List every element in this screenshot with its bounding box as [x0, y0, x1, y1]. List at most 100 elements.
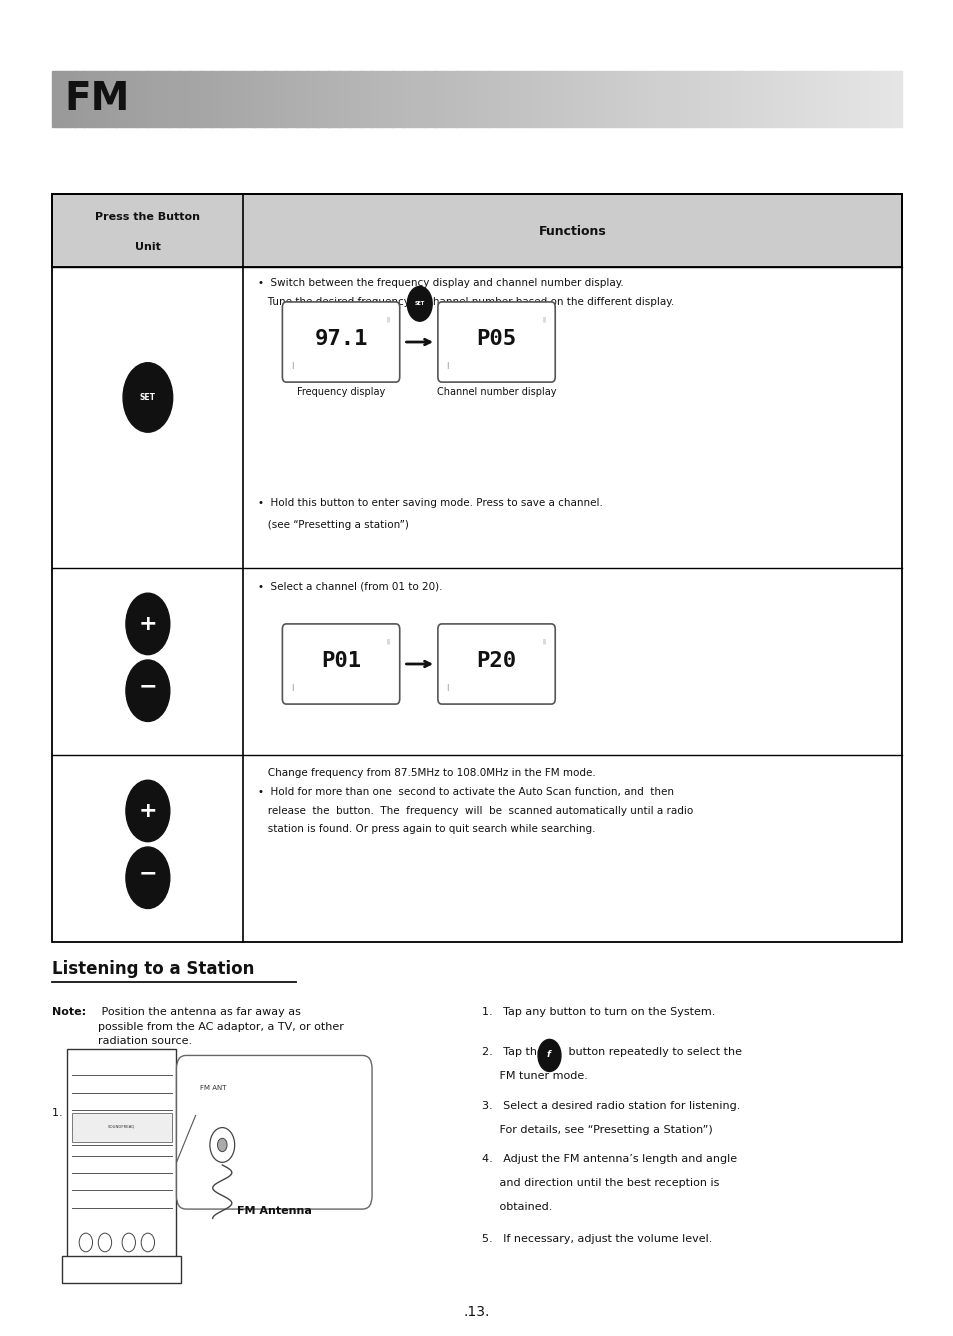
Bar — [487, 71, 498, 127]
Bar — [243, 71, 254, 127]
FancyBboxPatch shape — [282, 302, 399, 382]
Bar — [317, 71, 329, 127]
Bar — [73, 71, 85, 127]
FancyBboxPatch shape — [176, 1055, 372, 1209]
Text: P20: P20 — [476, 652, 517, 671]
Text: FM.ANT: FM.ANT — [73, 1132, 122, 1141]
Bar — [805, 71, 817, 127]
Text: station is found. Or press again to quit search while searching.: station is found. Or press again to quit… — [257, 824, 595, 834]
Bar — [752, 71, 763, 127]
Bar — [762, 71, 774, 127]
Bar — [890, 71, 902, 127]
Bar — [116, 71, 128, 127]
Bar — [625, 71, 637, 127]
Bar — [201, 71, 213, 127]
Text: ||: || — [386, 317, 390, 322]
Text: |: | — [446, 684, 448, 691]
Text: .13.: .13. — [463, 1305, 490, 1319]
Circle shape — [126, 593, 170, 655]
Text: +: + — [138, 615, 157, 633]
Bar — [222, 71, 233, 127]
Bar — [137, 71, 149, 127]
Text: Functions: Functions — [537, 226, 606, 238]
Circle shape — [537, 1039, 560, 1071]
Bar — [286, 71, 297, 127]
Bar — [349, 71, 361, 127]
Text: f: f — [546, 1050, 550, 1058]
Bar — [847, 71, 860, 127]
Bar — [880, 71, 891, 127]
Bar — [423, 71, 435, 127]
Bar — [604, 71, 616, 127]
Bar — [62, 1256, 181, 1283]
Text: •  Select a channel (from 01 to 20).: • Select a channel (from 01 to 20). — [257, 581, 441, 591]
Text: 1.  Plug the supplied FM antenna into the: 1. Plug the supplied FM antenna into the — [52, 1108, 282, 1117]
Bar — [435, 71, 446, 127]
Text: ||: || — [541, 639, 545, 644]
Text: |: | — [291, 684, 293, 691]
Text: 1.   Tap any button to turn on the System.: 1. Tap any button to turn on the System. — [481, 1007, 715, 1017]
Bar — [52, 194, 901, 942]
Circle shape — [210, 1128, 234, 1162]
Bar — [741, 71, 753, 127]
Bar — [869, 71, 881, 127]
Bar — [593, 71, 605, 127]
Text: 97.1: 97.1 — [314, 330, 368, 349]
FancyBboxPatch shape — [282, 624, 399, 704]
Bar — [720, 71, 732, 127]
Text: Channel number display: Channel number display — [436, 387, 556, 397]
Bar — [710, 71, 721, 127]
Bar — [858, 71, 870, 127]
Circle shape — [217, 1138, 227, 1152]
Bar — [148, 71, 159, 127]
Text: P05: P05 — [476, 330, 517, 349]
Bar — [784, 71, 796, 127]
Text: P01: P01 — [320, 652, 361, 671]
Bar — [561, 71, 573, 127]
Circle shape — [79, 1233, 92, 1252]
Bar — [392, 71, 403, 127]
Text: Tune the desired frequency or channel number based on the different display.: Tune the desired frequency or channel nu… — [257, 297, 673, 306]
Text: SOUNDFREAQ: SOUNDFREAQ — [108, 1125, 135, 1128]
Bar — [94, 71, 107, 127]
Text: −: − — [138, 677, 157, 696]
Bar — [551, 71, 562, 127]
Text: FM ANT: FM ANT — [200, 1085, 227, 1090]
Bar — [127, 71, 138, 127]
Bar — [307, 71, 318, 127]
Circle shape — [407, 286, 432, 321]
Bar — [371, 71, 382, 127]
Circle shape — [126, 780, 170, 842]
Bar — [466, 71, 477, 127]
Bar — [52, 194, 901, 267]
Text: •  Switch between the frequency display and channel number display.: • Switch between the frequency display a… — [257, 278, 622, 287]
Circle shape — [98, 1233, 112, 1252]
Bar — [71, 1113, 172, 1142]
FancyBboxPatch shape — [437, 624, 555, 704]
Bar — [837, 71, 848, 127]
Bar — [540, 71, 552, 127]
Bar — [530, 71, 541, 127]
Bar — [381, 71, 393, 127]
Bar — [413, 71, 424, 127]
Bar — [774, 71, 785, 127]
Bar — [275, 71, 287, 127]
Text: For details, see “Presetting a Station”): For details, see “Presetting a Station”) — [481, 1125, 712, 1134]
Bar — [233, 71, 244, 127]
Text: Position the antenna as far away as
possible from the AC adaptor, a TV, or other: Position the antenna as far away as poss… — [98, 1007, 344, 1046]
Text: Change frequency from 87.5MHz to 108.0MHz in the FM mode.: Change frequency from 87.5MHz to 108.0MH… — [257, 768, 595, 778]
Bar — [731, 71, 742, 127]
Text: |: | — [446, 362, 448, 369]
Bar — [667, 71, 679, 127]
Text: FM: FM — [64, 80, 130, 118]
Bar — [476, 71, 488, 127]
Text: ||: || — [541, 317, 545, 322]
Bar — [582, 71, 594, 127]
Bar — [518, 71, 531, 127]
Text: Frequency display: Frequency display — [296, 387, 385, 397]
Circle shape — [123, 362, 172, 433]
Text: 3.   Select a desired radio station for listening.: 3. Select a desired radio station for li… — [481, 1101, 740, 1110]
Bar — [179, 71, 192, 127]
Text: 2.   Tap the: 2. Tap the — [481, 1047, 543, 1057]
Bar — [572, 71, 583, 127]
